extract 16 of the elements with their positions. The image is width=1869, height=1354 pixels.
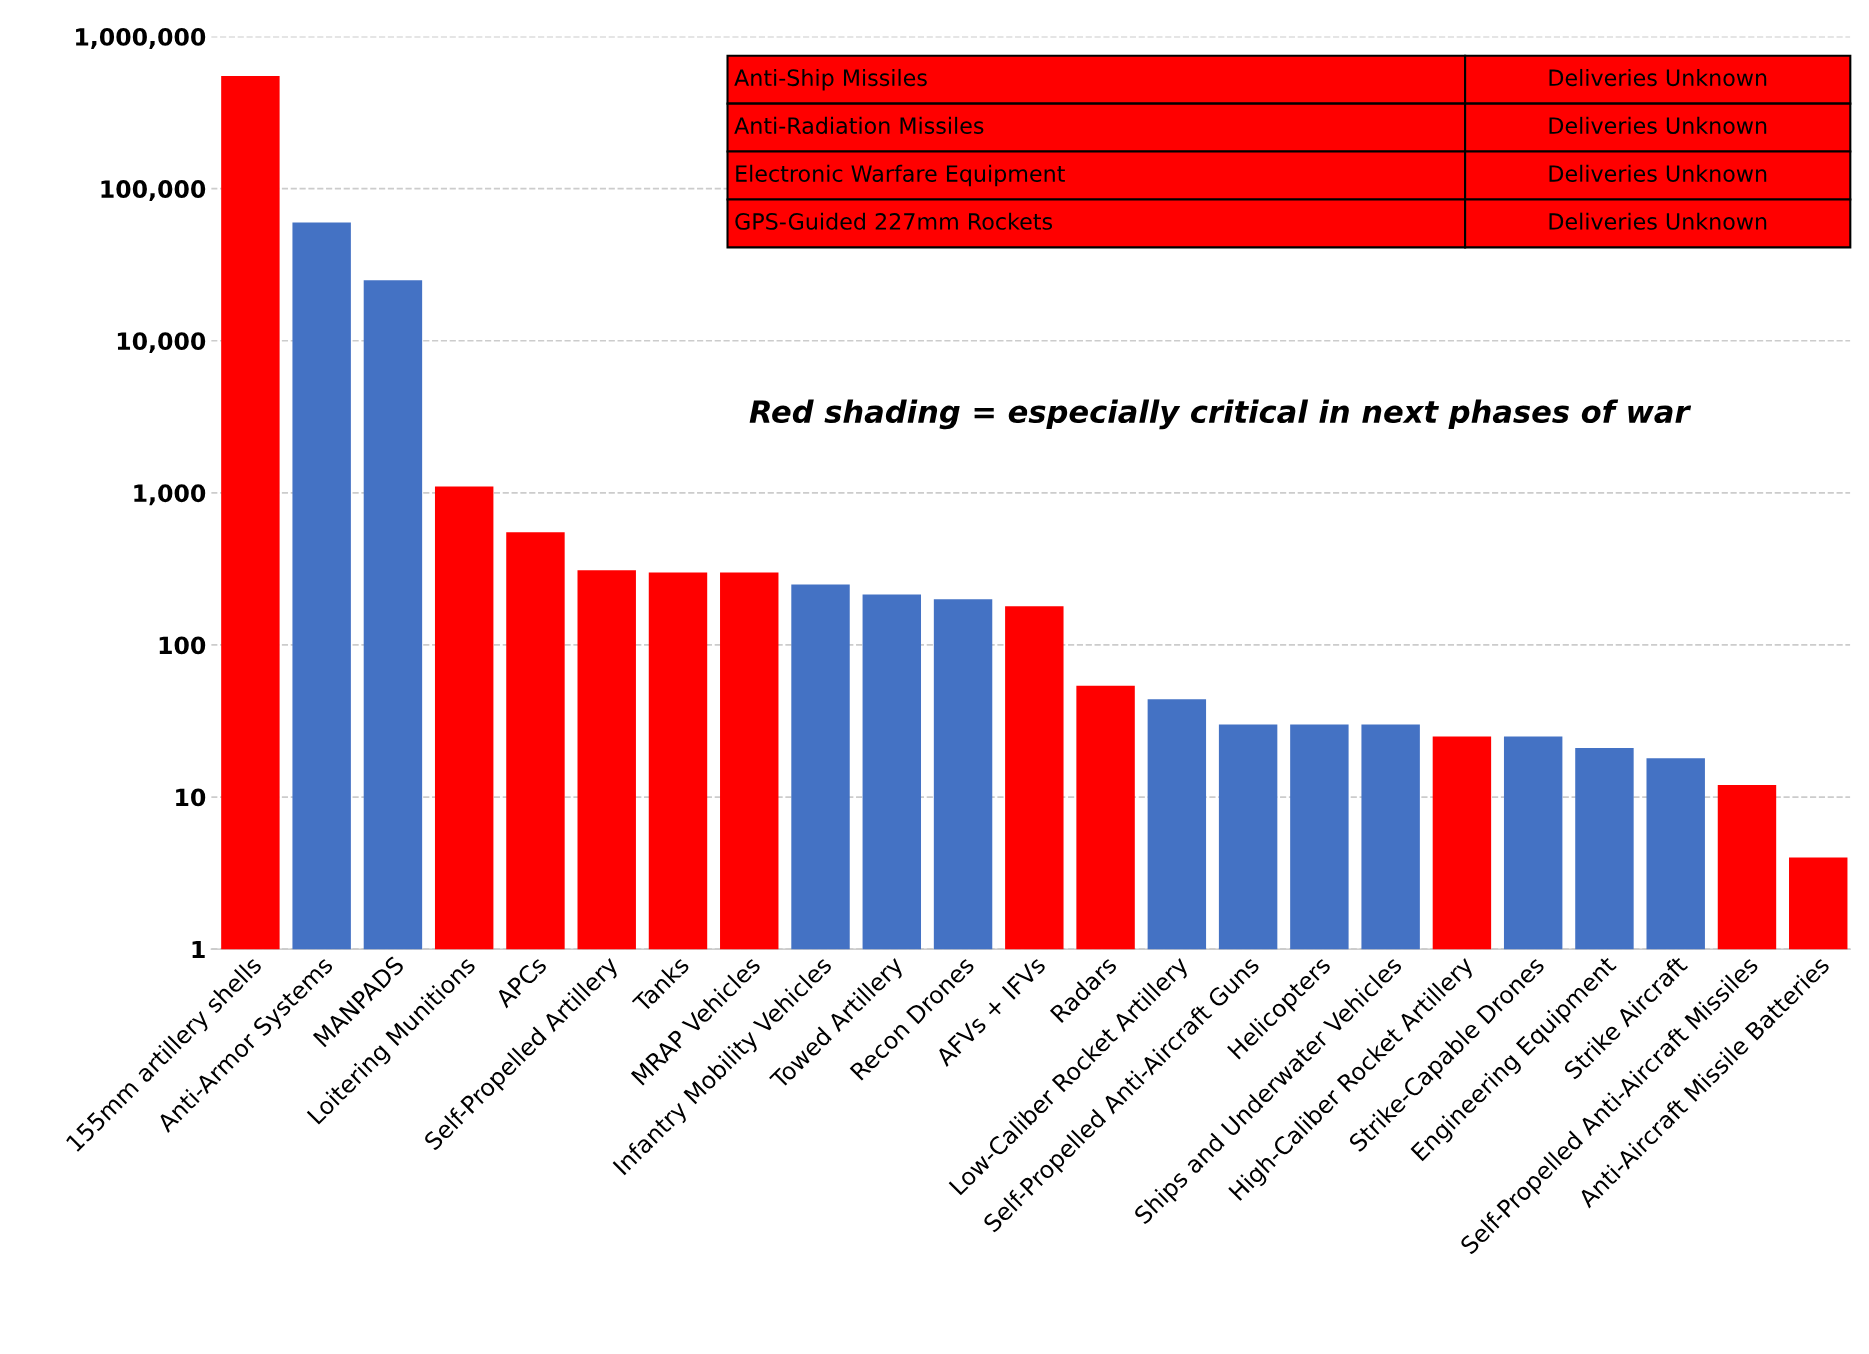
annotation: Deliveries Unknown	[1549, 116, 1767, 135]
annotation: Deliveries Unknown	[1549, 68, 1767, 87]
y-tick-label: 1	[192, 940, 205, 959]
y-tick-label: 1,000,000	[76, 28, 206, 49]
annotation: Deliveries Unknown	[1549, 212, 1767, 230]
annotation: Electronic Warfare Equipment	[736, 164, 1065, 187]
annotation: Anti-Radiation Missiles	[734, 116, 984, 135]
annotation: GPS-Guided 227mm Rockets	[735, 212, 1053, 230]
y-tick-label: 10	[176, 788, 206, 807]
annotation: Deliveries Unknown	[1549, 164, 1767, 182]
y-tick-label: 100	[159, 636, 206, 655]
y-tick-label: 10,000	[117, 332, 206, 354]
y-tick-label: 100,000	[101, 180, 206, 201]
annotation: Red shading = especially critical in next phases of war	[749, 399, 1692, 430]
y-tick-label: 1,000	[134, 484, 206, 506]
annotation: Anti-Ship Missiles	[734, 68, 927, 91]
